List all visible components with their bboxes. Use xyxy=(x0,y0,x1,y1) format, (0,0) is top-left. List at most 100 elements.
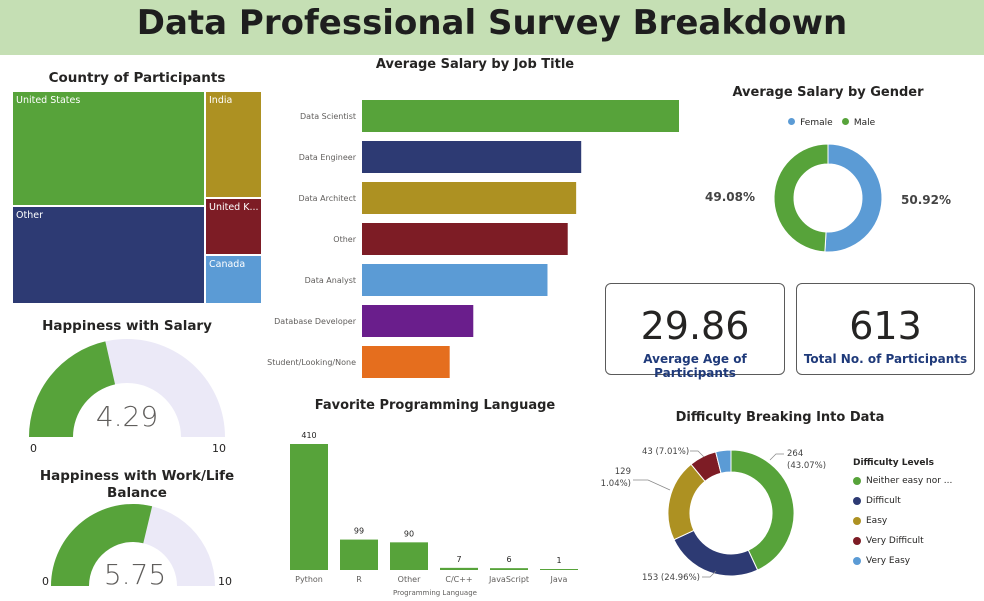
total-participants-card: 613 Total No. of Participants xyxy=(796,283,975,375)
difficulty-slice-very-easy xyxy=(715,449,732,474)
difficulty-legend-label: Very Easy xyxy=(866,556,911,566)
difficulty-label-neither-value: 264 xyxy=(787,449,803,459)
difficulty-legend-item-very-difficult[interactable]: Very Difficult xyxy=(853,531,978,551)
language-bar-r xyxy=(340,539,378,570)
average-age-value: 29.86 xyxy=(640,304,750,348)
worklife-gauge-title: Happiness with Work/Life Balance xyxy=(39,468,235,501)
salary-gauge-max: 10 xyxy=(212,442,226,455)
difficulty-legend-marker xyxy=(853,497,861,505)
language-value-python: 410 xyxy=(301,431,316,440)
language-value-r: 99 xyxy=(354,527,364,536)
treemap-tile-united-kingdom[interactable]: United K... xyxy=(205,198,262,255)
job-label-data-analyst: Data Analyst xyxy=(305,276,356,285)
difficulty-leader-easy xyxy=(633,479,671,491)
difficulty-slice-easy xyxy=(667,463,706,541)
difficulty-legend-label: Very Difficult xyxy=(866,536,924,546)
difficulty-donut[interactable]: 264 (43.07%) 153 (24.96%) 129 (21.04%) 43 (7.… xyxy=(600,430,850,590)
language-value-other: 90 xyxy=(404,529,414,538)
total-participants-label: Total No. of Participants xyxy=(803,352,968,366)
treemap-tile-other[interactable]: Other xyxy=(12,206,205,304)
male-legend-marker xyxy=(841,118,849,125)
difficulty-legend-item-neither-easy-nor[interactable]: Neither easy nor ... xyxy=(853,471,978,491)
difficulty-legend-marker xyxy=(853,517,861,525)
salary-gauge-title: Happiness with Salary xyxy=(42,318,212,334)
job-salary-title: Average Salary by Job Title xyxy=(375,57,575,72)
language-chart-title: Favorite Programming Language xyxy=(314,398,556,413)
difficulty-leader-neither xyxy=(769,453,784,461)
language-bar-other xyxy=(390,542,428,570)
difficulty-label-easy-pct: (21.04%) xyxy=(600,479,631,489)
job-label-other: Other xyxy=(333,235,356,244)
total-participants-value: 613 xyxy=(849,304,922,348)
country-chart-title: Country of Participants xyxy=(48,70,226,86)
difficulty-legend-title: Difficulty Levels xyxy=(853,458,934,468)
gender-salary-title: Average Salary by Gender xyxy=(732,85,924,100)
job-bar-data-architect xyxy=(362,182,577,214)
gender-donut[interactable]: 50.92% 49.08% xyxy=(700,130,984,270)
treemap-tile-india[interactable]: India xyxy=(205,91,262,198)
treemap-tile-canada[interactable]: Canada xyxy=(205,255,262,304)
language-label-python: Python xyxy=(295,575,323,584)
salary-gauge[interactable] xyxy=(0,330,260,458)
job-bar-database-developer xyxy=(362,305,474,337)
language-bar-python xyxy=(290,444,328,570)
job-bar-data-engineer xyxy=(362,141,582,173)
difficulty-slice-difficult xyxy=(673,529,759,577)
difficulty-chart-title: Difficulty Breaking Into Data xyxy=(675,410,885,425)
average-age-label: Average Age of Participants xyxy=(643,352,747,380)
worklife-gauge-max: 10 xyxy=(218,575,232,588)
difficulty-legend-marker xyxy=(853,537,861,545)
language-x-axis-title: Programming Language xyxy=(393,589,477,597)
gender-legend: Female Male xyxy=(788,110,875,128)
difficulty-label-neither-pct: (43.07%) xyxy=(787,461,826,471)
language-label-java: Java xyxy=(550,575,568,584)
gender-slice-female xyxy=(824,143,883,253)
difficulty-legend-item-easy[interactable]: Easy xyxy=(853,511,978,531)
country-treemap[interactable]: United States Other India United K... Ca… xyxy=(12,91,262,304)
difficulty-slice-neither-easy-nor xyxy=(730,449,795,571)
job-label-database-developer: Database Developer xyxy=(274,317,357,326)
female-data-label: 50.92% xyxy=(901,193,951,207)
title-banner xyxy=(0,0,984,55)
difficulty-leader-difficult xyxy=(702,570,717,578)
difficulty-leader-very-difficult xyxy=(690,450,705,458)
job-salary-chart[interactable]: Data Scientist Data Engineer Data Architec… xyxy=(250,90,690,385)
gender-slice-male xyxy=(773,143,829,253)
treemap-tile-united-states[interactable]: United States xyxy=(12,91,205,206)
worklife-gauge-fill xyxy=(51,504,153,586)
difficulty-legend-item-very-easy[interactable]: Very Easy xyxy=(853,551,978,571)
language-label-other: Other xyxy=(398,575,421,584)
male-data-label: 49.08% xyxy=(705,190,755,204)
language-label-c-c: C/C++ xyxy=(445,575,472,584)
language-bar-c-c xyxy=(440,567,478,570)
language-label-javascript: JavaScript xyxy=(488,575,529,584)
job-bar-other xyxy=(362,223,568,255)
salary-gauge-fill xyxy=(29,341,116,437)
worklife-gauge-value: 5.75 xyxy=(103,558,167,591)
language-bar-java xyxy=(540,569,578,570)
language-bar-javascript xyxy=(490,568,528,570)
language-value-javascript: 6 xyxy=(506,555,511,564)
language-chart[interactable]: 410 Python 99 R 90 Other 7 C/C++ 6 JavaScript 1 Jav… xyxy=(280,420,600,601)
worklife-gauge-min: 0 xyxy=(42,575,49,588)
difficulty-legend-item-difficult[interactable]: Difficult xyxy=(853,491,978,511)
difficulty-legend-label: Easy xyxy=(866,516,888,526)
female-legend-label: Female xyxy=(800,118,833,128)
male-legend-label: Male xyxy=(853,118,876,128)
job-bar-data-analyst xyxy=(362,264,548,296)
language-label-r: R xyxy=(356,575,362,584)
language-value-c-c: 7 xyxy=(456,555,461,564)
difficulty-legend-marker xyxy=(853,557,861,565)
difficulty-legend: Difficulty Levels Neither easy nor ... Di… xyxy=(853,458,978,571)
salary-gauge-min: 0 xyxy=(30,442,37,455)
salary-gauge-value: 4.29 xyxy=(95,400,159,433)
job-bar-data-scientist xyxy=(362,100,679,132)
job-label-student-looking-none: Student/Looking/None xyxy=(267,358,356,367)
worklife-gauge[interactable] xyxy=(0,494,260,589)
difficulty-label-easy-value: 129 xyxy=(615,467,631,477)
page-title: Data Professional Survey Breakdown xyxy=(136,3,848,43)
difficulty-label-difficult: 153 (24.96%) xyxy=(642,573,700,583)
difficulty-legend-label: Neither easy nor ... xyxy=(866,476,953,486)
job-bar-student-looking-none xyxy=(362,346,450,378)
difficulty-label-very-difficult: 43 (7.01%) xyxy=(642,447,689,457)
